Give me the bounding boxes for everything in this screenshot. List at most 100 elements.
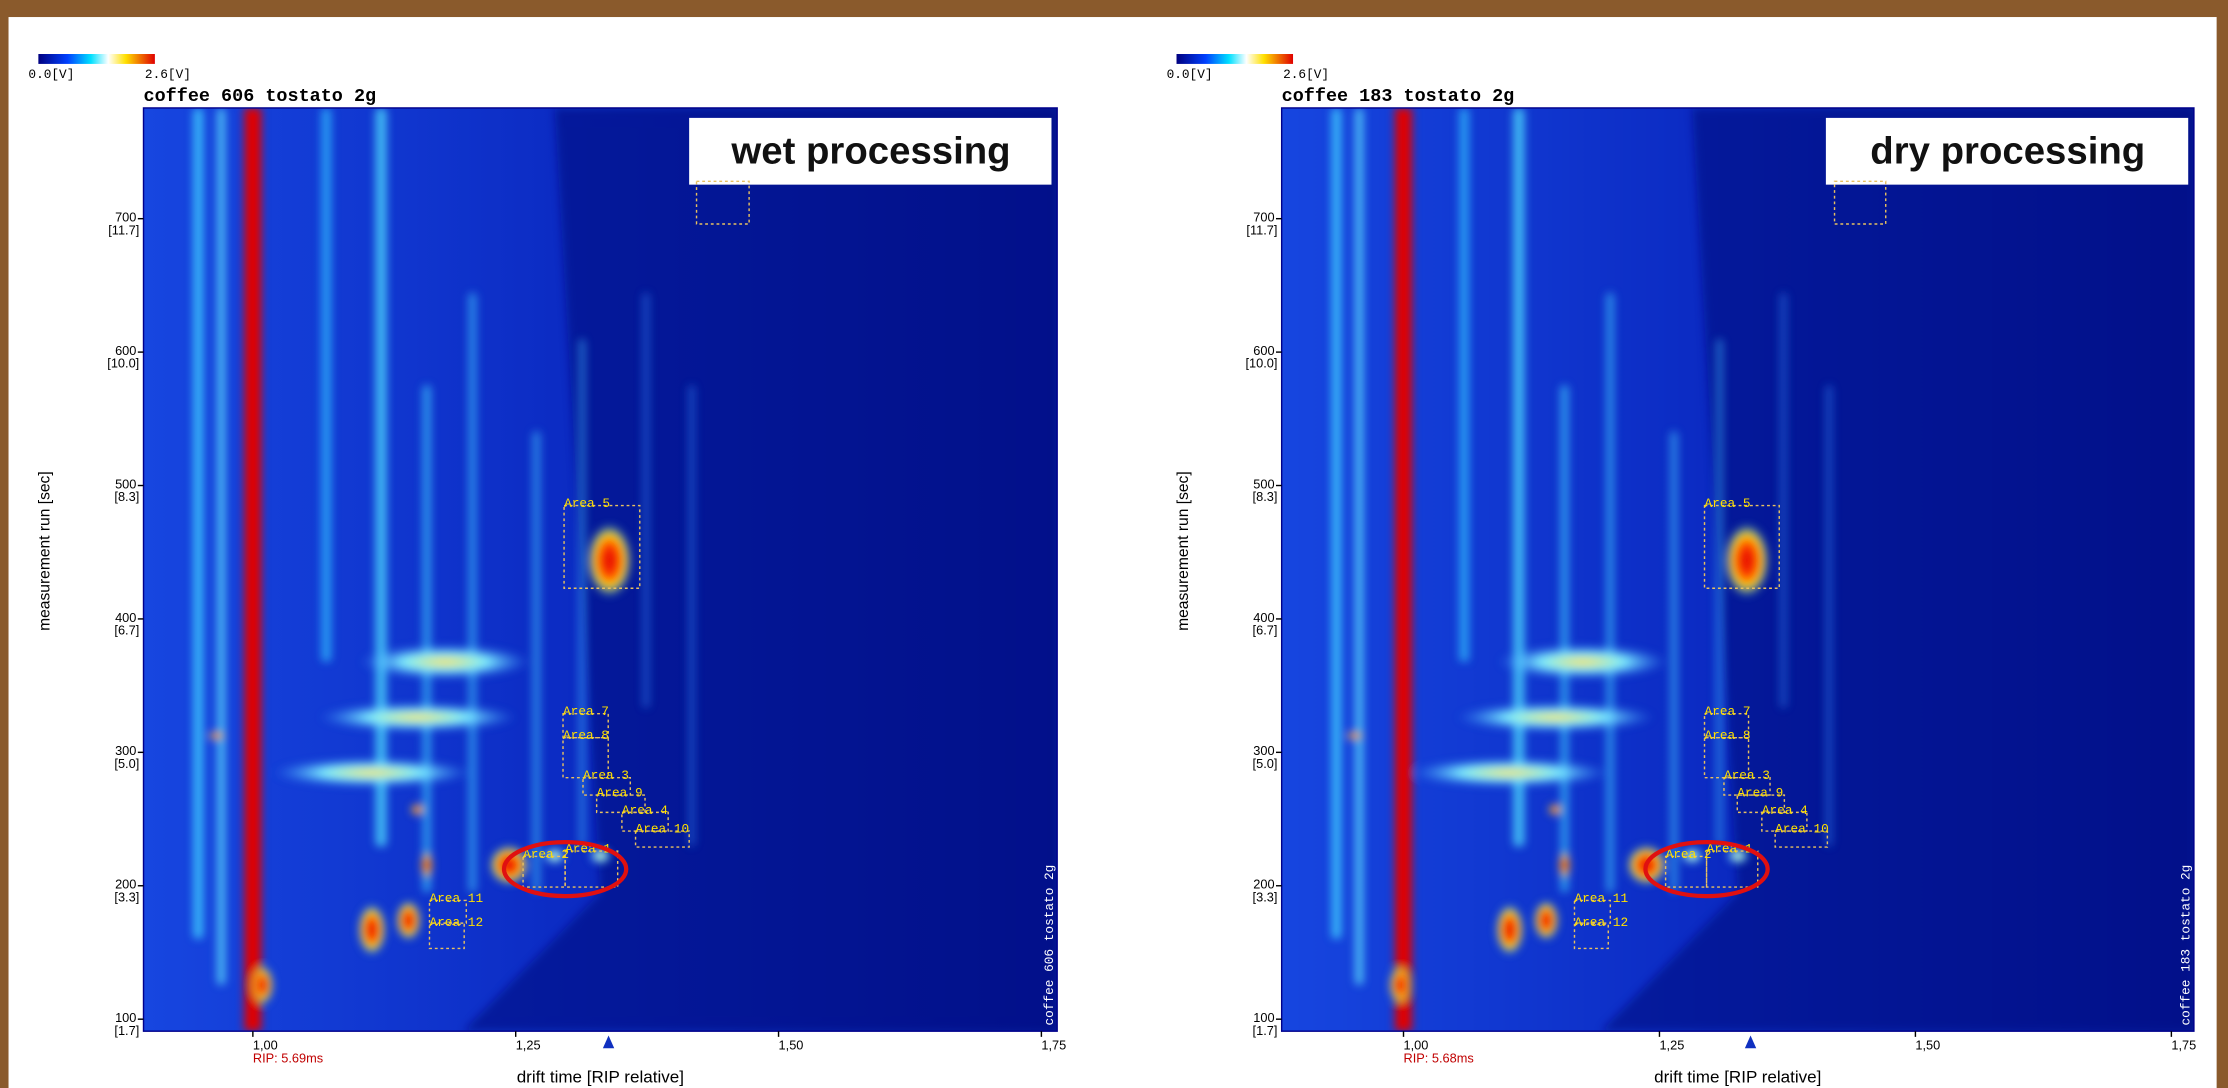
heatmap-streak [1715,338,1724,847]
heatmap-spot [1455,703,1655,732]
heatmap-spot [250,965,274,1005]
area-box [595,794,646,814]
area-label: Area 3 [583,768,629,783]
heatmap-spot [586,523,633,598]
heatmap-spot [1724,523,1770,598]
area-label: Area 10 [636,821,690,836]
area-label: Area 4 [622,803,668,818]
colorbar-label: 2.6[V] [1283,67,1329,82]
area-label: Area 5 [564,496,610,511]
heatmap-spot [1558,850,1571,880]
y-tick-sublabel: [1.7] [114,1023,139,1038]
rip-band [1394,107,1413,1032]
heatmap-spot [1497,644,1668,679]
area-box [1703,504,1780,589]
heatmap-streak [321,107,332,662]
y-tick-sublabel: [3.3] [114,889,139,904]
annotation: wet processing [730,129,1010,172]
area-box [563,504,641,589]
heatmap-streak [1605,292,1615,893]
heatmap-spot [359,644,531,679]
heatmap-streak [1669,431,1679,893]
area-label: Area 8 [1705,728,1751,743]
y-tick-label: 200 [1253,877,1274,892]
heatmap-spot [421,850,433,880]
area-box [564,850,619,888]
y-tick-sublabel: [1.7] [1253,1023,1278,1038]
heatmap-streak [216,107,226,986]
chart-title: coffee 606 tostato 2g [144,86,377,107]
y-tick-sublabel: [11.7] [1246,222,1277,237]
area-label: Area 8 [563,728,609,743]
colorbar-label: 0.0[V] [28,67,74,82]
y-tick-label: 400 [1253,610,1274,625]
y-axis-label: measurement run [sec] [1175,471,1192,631]
heatmap-spot [1410,758,1610,787]
area-label: Area 11 [1574,891,1628,906]
y-tick-label: 500 [115,476,136,491]
heatmap [143,107,1058,1032]
plot-dark-region [1600,107,2194,1032]
rip-label: RIP: 5.69ms [253,1050,323,1065]
colorbar-label: 0.0[V] [1167,67,1213,82]
area-label: Area 2 [523,847,569,862]
colorbar-label: 2.6[V] [145,67,191,82]
rip-band [244,107,262,1032]
heatmap-streak [193,107,204,939]
y-axis-label: measurement run [sec] [37,471,54,631]
heatmap-spot [395,900,422,941]
heatmap-spot [357,904,387,956]
x-tick-label: 1,75 [2171,1038,2196,1053]
y-tick-sublabel: [6.7] [114,623,139,638]
heatmap-streak [422,384,432,893]
x-tick-label: 1,50 [1915,1038,1940,1053]
heatmap-streak [375,107,387,847]
heatmap-spot [543,847,567,865]
y-tick-sublabel: [8.3] [1253,489,1278,504]
heatmap-spot [1533,900,1560,941]
y-tick-label: 600 [115,343,136,358]
area-label: Area 7 [1705,704,1751,719]
heatmap-streak [1459,107,1470,662]
heatmap-spot [489,845,529,885]
drift-marker [1744,1035,1757,1049]
y-tick-label: 500 [1253,476,1274,491]
plot-border [1280,107,2195,1032]
x-axis-label: drift time [RIP relative] [517,1067,684,1086]
side-label: coffee 183 tostato 2g [2179,865,2194,1026]
heatmap-spot [1548,803,1563,816]
chart-title: coffee 183 tostato 2g [1282,86,1515,107]
y-tick-sublabel: [8.3] [114,489,139,504]
x-axis-label: drift time [RIP relative] [1654,1067,1821,1086]
y-tick-label: 100 [115,1010,136,1025]
y-tick-sublabel: [5.0] [114,756,139,771]
heatmap-streak [1779,292,1787,709]
area-box [522,855,566,888]
annotation-box [689,117,1052,185]
heatmap-spot [410,803,425,816]
rip-label: RIP: 5.68ms [1404,1050,1474,1065]
area-label: Area 9 [1737,785,1783,800]
area-box [428,923,465,950]
heatmap-texture [1331,107,1833,1032]
heatmap-streak [578,338,586,847]
plot-border [142,107,1058,1032]
area-box [1664,855,1708,888]
heatmap-spot [318,703,518,732]
area-box [1573,923,1609,950]
drift-marker [602,1035,615,1049]
y-tick-label: 700 [1253,210,1274,225]
x-tick-label: 1,00 [1404,1038,1429,1053]
area-box [1761,811,1808,832]
area-box [1736,794,1786,814]
area-label: Area 10 [1775,821,1829,836]
heatmap-texture [193,107,696,1032]
area-box [562,736,609,779]
area-box [1833,180,1887,225]
highlight-circle [501,839,629,899]
area-box [634,830,690,848]
colorbar [1176,53,1294,64]
y-tick-label: 600 [1253,343,1274,358]
y-tick-sublabel: [5.0] [1253,756,1278,771]
